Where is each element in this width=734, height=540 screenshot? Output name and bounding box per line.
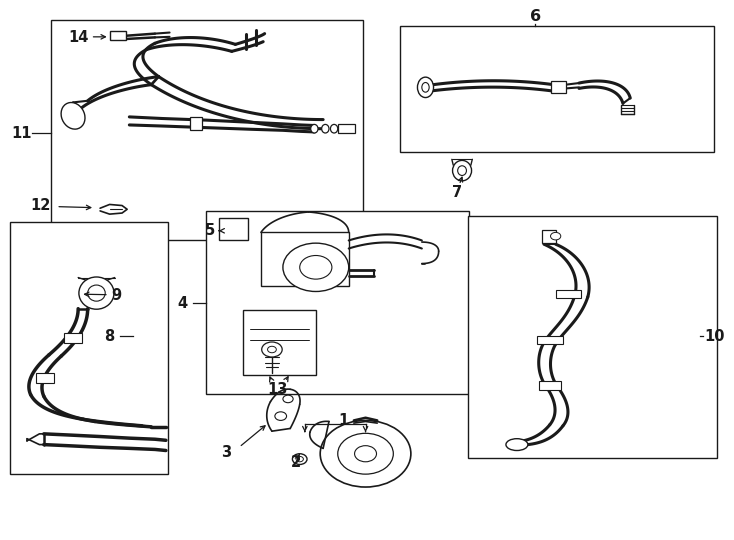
- Circle shape: [299, 255, 332, 279]
- Text: 14: 14: [68, 30, 88, 45]
- Bar: [109, 31, 126, 40]
- Text: 13: 13: [268, 382, 288, 397]
- Text: 2: 2: [291, 455, 301, 470]
- Ellipse shape: [292, 454, 307, 464]
- Bar: [542, 230, 556, 243]
- Text: 6: 6: [530, 9, 541, 24]
- Ellipse shape: [296, 456, 303, 462]
- Circle shape: [550, 232, 561, 240]
- Bar: [37, 373, 54, 383]
- Text: 5: 5: [205, 223, 215, 238]
- Circle shape: [268, 346, 276, 353]
- Ellipse shape: [422, 83, 429, 92]
- Circle shape: [355, 446, 377, 462]
- Circle shape: [275, 412, 286, 421]
- Circle shape: [320, 421, 411, 487]
- Ellipse shape: [61, 103, 85, 129]
- Ellipse shape: [453, 160, 471, 181]
- Text: 3: 3: [221, 445, 231, 460]
- Text: 11: 11: [12, 125, 32, 140]
- Circle shape: [262, 342, 282, 357]
- Text: 7: 7: [452, 185, 462, 200]
- Bar: [261, 232, 349, 286]
- Ellipse shape: [418, 77, 434, 98]
- Text: 10: 10: [705, 328, 725, 343]
- Ellipse shape: [321, 124, 329, 133]
- Ellipse shape: [87, 285, 105, 301]
- Bar: [219, 218, 248, 240]
- Bar: [537, 335, 563, 344]
- Bar: [243, 310, 316, 375]
- Text: 9: 9: [111, 288, 121, 303]
- Text: 12: 12: [30, 198, 51, 213]
- Text: 1: 1: [338, 413, 349, 428]
- Circle shape: [283, 395, 293, 403]
- Bar: [468, 217, 716, 458]
- Ellipse shape: [330, 124, 338, 133]
- Bar: [206, 211, 469, 394]
- Circle shape: [283, 243, 349, 292]
- Text: 8: 8: [104, 328, 115, 343]
- Bar: [400, 25, 714, 152]
- Bar: [190, 117, 202, 130]
- Bar: [65, 333, 81, 342]
- Bar: [338, 124, 355, 133]
- Bar: [10, 221, 168, 474]
- Ellipse shape: [79, 277, 114, 309]
- Bar: [51, 20, 363, 240]
- Bar: [539, 381, 561, 390]
- Text: 4: 4: [178, 296, 188, 311]
- Circle shape: [338, 433, 393, 474]
- Bar: [556, 290, 581, 299]
- Ellipse shape: [310, 124, 318, 133]
- Ellipse shape: [506, 438, 528, 450]
- Bar: [551, 81, 566, 93]
- Ellipse shape: [458, 166, 466, 176]
